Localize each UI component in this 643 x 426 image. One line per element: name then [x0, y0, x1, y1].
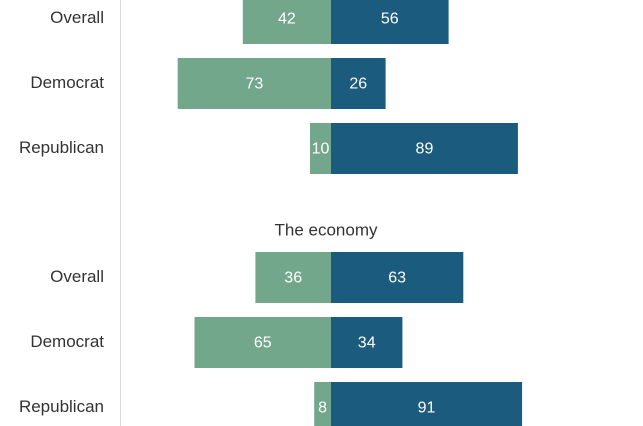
bar-right: [331, 58, 386, 109]
data-label: 42: [278, 11, 296, 28]
bar-left: [194, 317, 331, 368]
data-label: 36: [284, 270, 302, 287]
bar-left: [242, 0, 331, 44]
data-label: 10: [312, 141, 330, 158]
bar-left: [255, 252, 331, 303]
row-label: Overall: [50, 8, 104, 27]
data-label: 8: [318, 400, 327, 417]
bar-right: [331, 252, 464, 303]
data-label: 56: [381, 11, 399, 28]
data-label: 73: [245, 76, 263, 93]
bar-left: [314, 382, 331, 426]
bar-left: [177, 58, 331, 109]
data-label: 34: [358, 335, 376, 352]
data-label: 91: [418, 400, 436, 417]
section-title: The economy: [275, 220, 378, 239]
row-label: Democrat: [30, 332, 104, 351]
data-label: 63: [388, 270, 406, 287]
bar-right: [331, 0, 449, 44]
bar-right: [331, 382, 523, 426]
row-label: Republican: [19, 397, 104, 416]
data-label: 65: [254, 335, 272, 352]
row-label: Democrat: [30, 73, 104, 92]
data-label: 89: [416, 141, 434, 158]
row-label: Republican: [19, 138, 104, 157]
bar-right: [331, 123, 518, 174]
bar-right: [331, 317, 403, 368]
bar-left: [310, 123, 331, 174]
row-label: Overall: [50, 267, 104, 286]
data-label: 26: [349, 76, 367, 93]
